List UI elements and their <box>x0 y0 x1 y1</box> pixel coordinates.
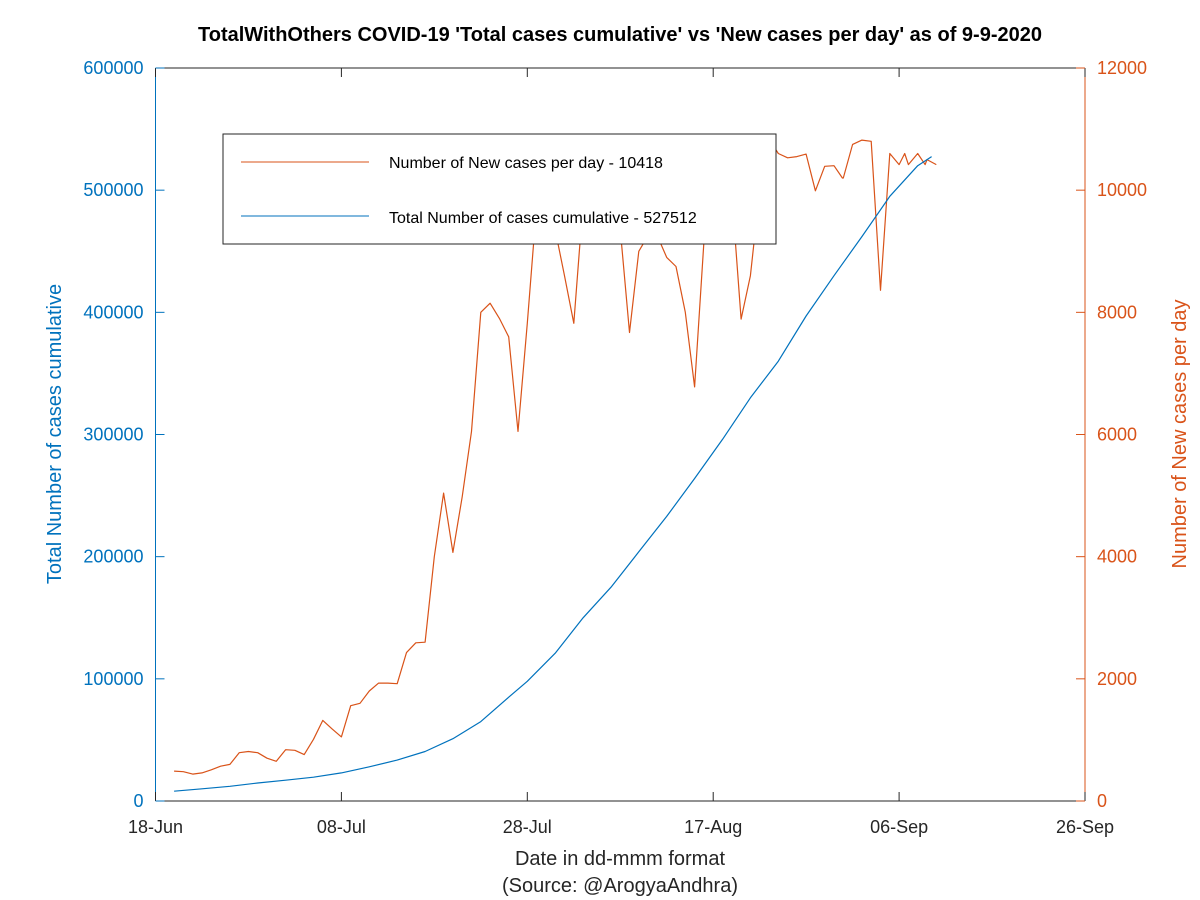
source-label: (Source: @ArogyaAndhra) <box>502 875 738 897</box>
legend-box <box>222 133 777 245</box>
right-y-axis-label: Number of New cases per day <box>1169 299 1191 568</box>
x-tick-label: 18-Jun <box>128 817 183 837</box>
left-tick-label: 0 <box>133 791 143 811</box>
legend: Number of New cases per day - 10418 Tota… <box>222 133 777 245</box>
right-tick-label: 0 <box>1097 791 1107 811</box>
right-tick-label: 6000 <box>1097 425 1137 445</box>
left-axis-ticks: 0 100000 200000 300000 400000 500000 600000 <box>83 58 165 811</box>
right-tick-label: 8000 <box>1097 302 1137 322</box>
left-tick-label: 100000 <box>83 669 143 689</box>
legend-label-cumulative: Total Number of cases cumulative - 52751… <box>389 210 697 227</box>
x-tick-label: 06-Sep <box>870 817 928 837</box>
left-tick-label: 500000 <box>83 180 143 200</box>
x-axis-ticks: 18-Jun 08-Jul 28-Jul 17-Aug 06-Sep 26-Sep <box>128 68 1114 837</box>
left-tick-label: 600000 <box>83 58 143 78</box>
right-axis-ticks: 0 2000 4000 6000 8000 10000 12000 <box>1076 58 1147 811</box>
right-tick-label: 10000 <box>1097 180 1147 200</box>
x-tick-label: 08-Jul <box>317 817 366 837</box>
series-new-cases-line <box>174 138 937 775</box>
x-tick-label: 28-Jul <box>503 817 552 837</box>
right-tick-label: 12000 <box>1097 58 1147 78</box>
chart-title: TotalWithOthers COVID-19 'Total cases cu… <box>198 24 1042 46</box>
left-tick-label: 200000 <box>83 547 143 567</box>
left-tick-label: 400000 <box>83 302 143 322</box>
series-cumulative-line <box>174 156 932 792</box>
right-tick-label: 4000 <box>1097 547 1137 567</box>
x-tick-label: 26-Sep <box>1056 817 1114 837</box>
right-tick-label: 2000 <box>1097 669 1137 689</box>
series-layer <box>174 138 937 792</box>
x-axis-label: Date in dd-mmm format <box>515 848 725 870</box>
x-tick-label: 17-Aug <box>684 817 742 837</box>
left-tick-label: 300000 <box>83 425 143 445</box>
left-y-axis-label: Total Number of cases cumulative <box>44 284 66 584</box>
legend-label-new-cases: Number of New cases per day - 10418 <box>389 155 663 172</box>
